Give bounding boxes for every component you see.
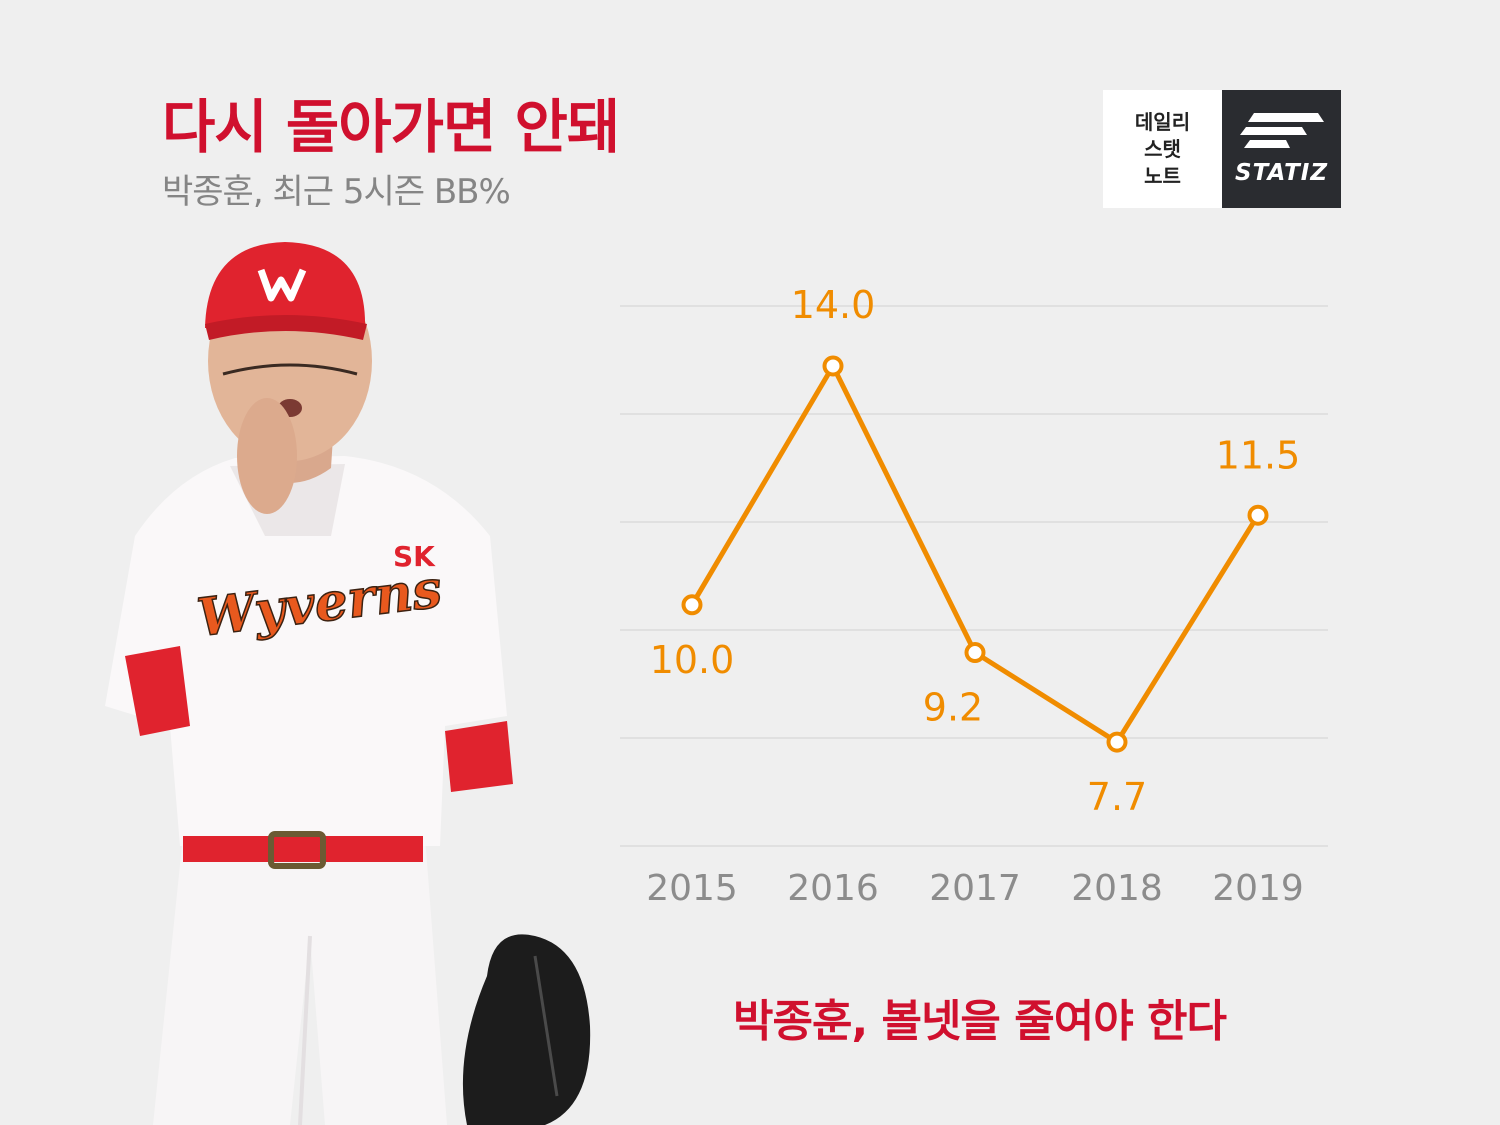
logo-line-3: 노트 — [1144, 163, 1181, 188]
chart-gridlines — [620, 305, 1328, 847]
statiz-brand-badge: STATIZ — [1222, 90, 1341, 208]
logo-line-1: 데일리 — [1134, 109, 1191, 134]
daily-stat-note-badge: 데일리 스탯 노트 — [1103, 90, 1222, 208]
data-label: 14.0 — [791, 283, 876, 327]
chart-subtitle: 박종훈, 최근 5시즌 BB% — [162, 172, 511, 212]
x-tick-label: 2017 — [929, 868, 1021, 909]
data-labels: 10.0 14.0 9.2 7.7 11.5 — [650, 283, 1301, 819]
x-tick-label: 2015 — [646, 868, 738, 909]
data-point — [964, 642, 986, 664]
data-label: 7.7 — [1087, 775, 1147, 819]
x-axis-ticks: 2015 2016 2017 2018 2019 — [646, 868, 1304, 909]
data-point — [1106, 731, 1128, 753]
statiz-wordmark: STATIZ — [1235, 160, 1328, 186]
data-label: 10.0 — [650, 638, 735, 682]
data-point — [1247, 504, 1269, 526]
jersey-sk-mark: SK — [393, 540, 436, 573]
player-photo: SK Wyverns — [105, 242, 591, 1125]
data-label: 11.5 — [1216, 433, 1301, 477]
statiz-stripes-icon — [1240, 113, 1324, 148]
data-points — [681, 355, 1269, 753]
data-label: 9.2 — [923, 686, 983, 730]
data-point — [681, 594, 703, 616]
logo-line-2: 스탯 — [1144, 136, 1181, 161]
statiz-logo: 데일리 스탯 노트 STATIZ — [1103, 90, 1341, 208]
chart-title: 다시 돌아가면 안돼 — [162, 93, 620, 161]
x-tick-label: 2019 — [1212, 868, 1304, 909]
x-tick-label: 2018 — [1071, 868, 1163, 909]
data-point — [822, 355, 844, 377]
x-tick-label: 2016 — [787, 868, 879, 909]
chart-caption: 박종훈, 볼넷을 줄여야 한다 — [733, 996, 1227, 1047]
